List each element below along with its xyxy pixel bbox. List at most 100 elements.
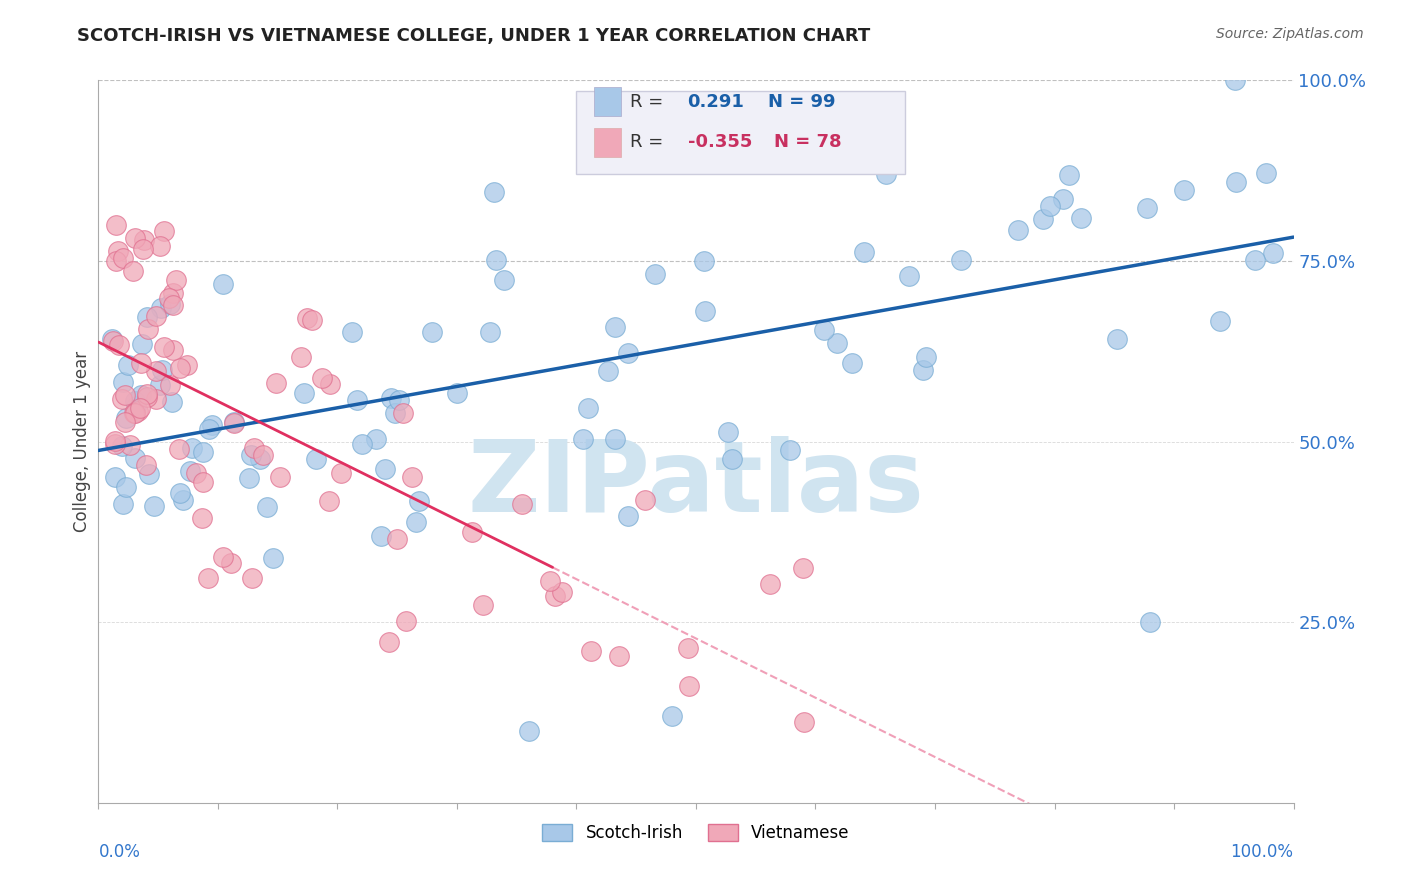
Point: [256, 500, 278, 514]
Point: [120, 438, 142, 452]
Point: [717, 425, 740, 439]
Point: [510, 497, 533, 511]
Point: [108, 337, 131, 351]
Point: [162, 343, 184, 357]
Point: [193, 445, 215, 459]
Point: [122, 406, 145, 420]
Point: [212, 550, 235, 565]
Point: [304, 452, 326, 467]
Point: [138, 467, 160, 481]
Point: [605, 432, 627, 446]
Point: [159, 377, 181, 392]
FancyBboxPatch shape: [595, 128, 620, 157]
Point: [318, 493, 340, 508]
Point: [252, 448, 274, 462]
Legend: Scotch-Irish, Vietnamese: Scotch-Irish, Vietnamese: [536, 817, 856, 848]
Point: [779, 442, 801, 457]
Point: [165, 272, 187, 286]
Point: [1070, 211, 1092, 226]
Point: [603, 319, 626, 334]
Point: [238, 471, 260, 485]
Point: [346, 392, 368, 407]
Point: [319, 376, 342, 391]
Point: [172, 492, 194, 507]
Text: -0.355: -0.355: [688, 134, 752, 152]
Point: [262, 551, 284, 566]
Point: [169, 360, 191, 375]
Point: [103, 334, 125, 348]
Text: 0.291: 0.291: [688, 93, 745, 111]
Point: [104, 218, 127, 232]
Point: [1139, 615, 1161, 630]
Text: N = 78: N = 78: [773, 134, 841, 152]
Point: [124, 394, 146, 409]
Point: [408, 494, 430, 508]
Point: [264, 376, 287, 391]
Text: SCOTCH-IRISH VS VIETNAMESE COLLEGE, UNDER 1 YEAR CORRELATION CHART: SCOTCH-IRISH VS VIETNAMESE COLLEGE, UNDE…: [77, 27, 870, 45]
Point: [1032, 212, 1054, 227]
Point: [150, 363, 173, 377]
Point: [135, 458, 157, 472]
Point: [111, 392, 134, 406]
Point: [695, 304, 717, 318]
Point: [112, 252, 135, 266]
Point: [898, 268, 921, 283]
Point: [377, 635, 399, 649]
Point: [149, 378, 172, 392]
Point: [576, 401, 599, 416]
Point: [129, 401, 152, 415]
Point: [132, 233, 155, 247]
Point: [101, 332, 124, 346]
Point: [159, 297, 181, 311]
Point: [290, 351, 312, 365]
Point: [114, 415, 136, 429]
Point: [792, 561, 814, 575]
Point: [240, 571, 263, 585]
Point: [127, 404, 149, 418]
Point: [494, 273, 516, 287]
Point: [485, 252, 508, 267]
Point: [484, 185, 506, 199]
Point: [793, 714, 815, 729]
Point: [103, 434, 125, 448]
Point: [446, 386, 468, 401]
Point: [1057, 168, 1080, 182]
Text: Source: ZipAtlas.com: Source: ZipAtlas.com: [1216, 27, 1364, 41]
Point: [340, 326, 363, 340]
Point: [875, 167, 897, 181]
Point: [112, 375, 135, 389]
Point: [135, 310, 157, 324]
Point: [633, 493, 655, 508]
Point: [852, 244, 875, 259]
Point: [129, 356, 152, 370]
Point: [117, 359, 139, 373]
Point: [311, 371, 333, 385]
Point: [1007, 222, 1029, 236]
Text: ZIPatlas: ZIPatlas: [468, 436, 924, 533]
Point: [160, 395, 183, 409]
Point: [111, 439, 134, 453]
Point: [832, 156, 855, 170]
Point: [1173, 183, 1195, 197]
Point: [607, 648, 630, 663]
Point: [720, 452, 742, 467]
FancyBboxPatch shape: [595, 87, 620, 116]
Point: [219, 556, 242, 570]
Point: [460, 525, 482, 540]
Point: [825, 335, 848, 350]
Point: [676, 641, 699, 656]
Point: [1209, 314, 1232, 328]
Point: [145, 392, 167, 407]
Point: [391, 406, 413, 420]
Point: [104, 470, 127, 484]
Point: [912, 363, 935, 377]
Point: [153, 224, 176, 238]
Point: [950, 253, 973, 268]
Y-axis label: College, Under 1 year: College, Under 1 year: [73, 351, 91, 533]
Point: [149, 239, 172, 253]
Point: [598, 364, 620, 378]
Point: [157, 291, 180, 305]
Point: [176, 358, 198, 372]
Point: [374, 462, 396, 476]
Point: [405, 516, 427, 530]
